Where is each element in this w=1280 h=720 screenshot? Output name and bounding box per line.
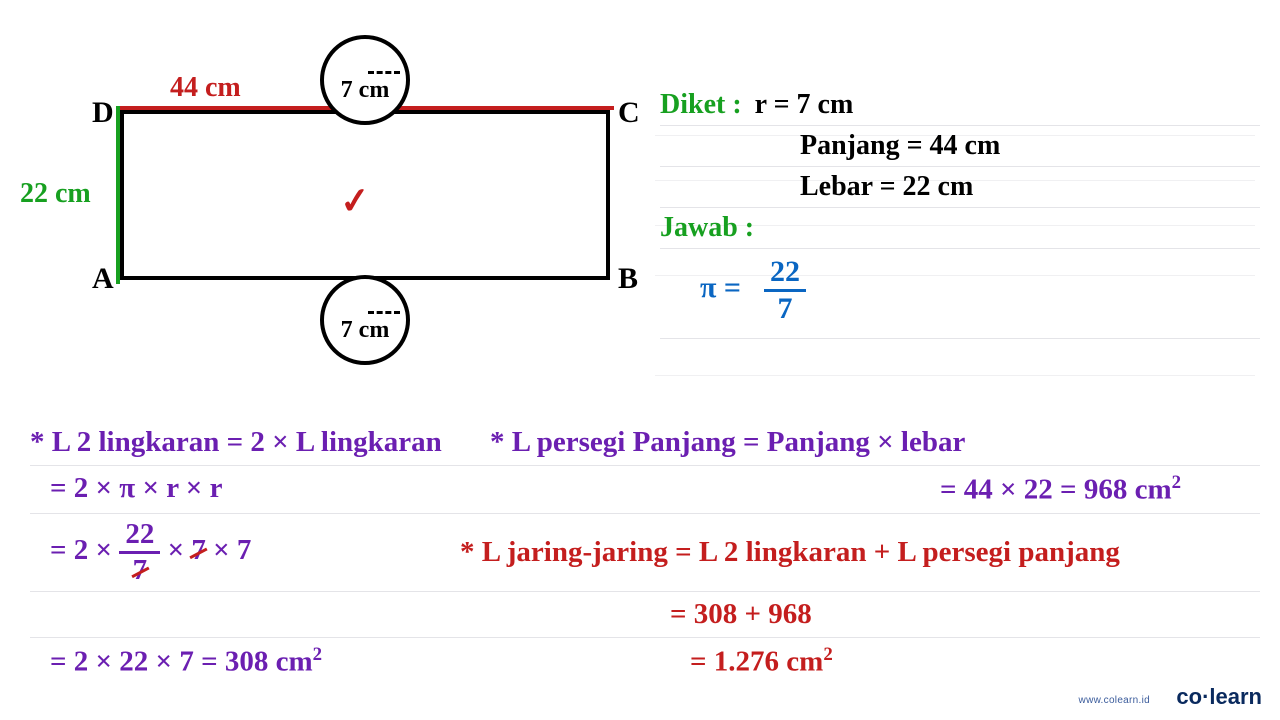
checkmark-icon: ✓ [338, 179, 372, 223]
corner-D: D [92, 96, 114, 130]
lp-result: = 44 × 22 = 968 cm2 [940, 472, 1181, 507]
brand-url: www.colearn.id [1079, 695, 1150, 706]
lj-title: * L jaring-jaring = L 2 lingkaran + L pe… [460, 536, 1120, 569]
diket-label: Diket : [660, 89, 742, 120]
bottom-circle: 7 cm [320, 275, 410, 365]
lp-title: * L persegi Panjang = Panjang × lebar [490, 426, 965, 459]
given-r: r = 7 cm [755, 89, 854, 120]
corner-B: B [618, 262, 638, 296]
given-lebar: Lebar = 22 cm [800, 171, 973, 202]
jawab-label: Jawab : [660, 212, 754, 243]
l2-step1: = 2 × π × r × r [50, 472, 480, 507]
brand-logo: co·learn [1176, 684, 1262, 710]
solution-work: * L 2 lingkaran = 2 × L lingkaran * L pe… [30, 420, 1260, 684]
corner-C: C [618, 96, 640, 130]
l2-title: * L 2 lingkaran = 2 × L lingkaran [30, 426, 460, 459]
pi-fraction: 22 7 [764, 257, 806, 324]
given-answer-panel: Diket : r = 7 cm Panjang = 44 cm Lebar =… [660, 85, 1260, 339]
l2-step2: = 2 × 227 × 7 × 7 [50, 520, 430, 585]
lj-result: = 1.276 cm2 [690, 644, 833, 679]
cylinder-net-diagram: 7 cm 7 cm D C A B 44 cm 22 cm ✓ [20, 30, 640, 400]
top-radius-label: 7 cm [341, 77, 390, 104]
lj-step1: = 308 + 968 [670, 598, 812, 631]
top-circle: 7 cm [320, 35, 410, 125]
bottom-radius-label: 7 cm [341, 317, 390, 344]
height-label: 22 cm [20, 178, 91, 210]
corner-A: A [92, 262, 114, 296]
pi-lhs: π = [700, 271, 741, 304]
given-panjang: Panjang = 44 cm [800, 130, 1000, 161]
l2-step3: = 2 × 22 × 7 = 308 cm2 [50, 644, 570, 679]
width-label: 44 cm [170, 72, 241, 104]
